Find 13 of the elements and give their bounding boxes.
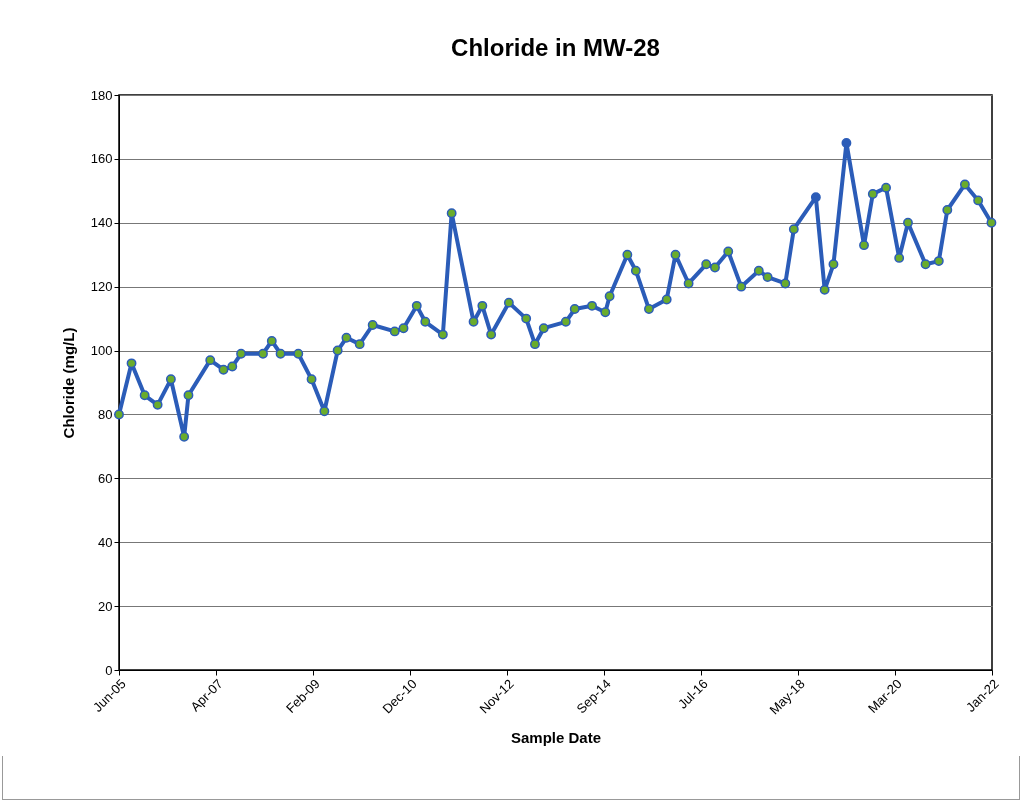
x-axis-title: Sample Date xyxy=(510,729,602,747)
y-tick-label: 0 xyxy=(105,662,113,678)
y-tick-label: 160 xyxy=(90,151,113,167)
chart-title: Chloride in MW-28 xyxy=(451,34,660,61)
y-tick-label: 60 xyxy=(98,470,113,486)
y-tick-label: 120 xyxy=(90,279,113,295)
y-axis-title: Chloride (mg/L) xyxy=(59,327,77,439)
y-tick-label: 20 xyxy=(98,598,113,614)
y-tick-label: 100 xyxy=(90,343,113,359)
y-tick-label: 80 xyxy=(98,406,113,422)
y-tick-label: 180 xyxy=(90,87,113,103)
y-tick-label: 40 xyxy=(98,534,113,550)
y-tick-label: 140 xyxy=(90,215,113,231)
